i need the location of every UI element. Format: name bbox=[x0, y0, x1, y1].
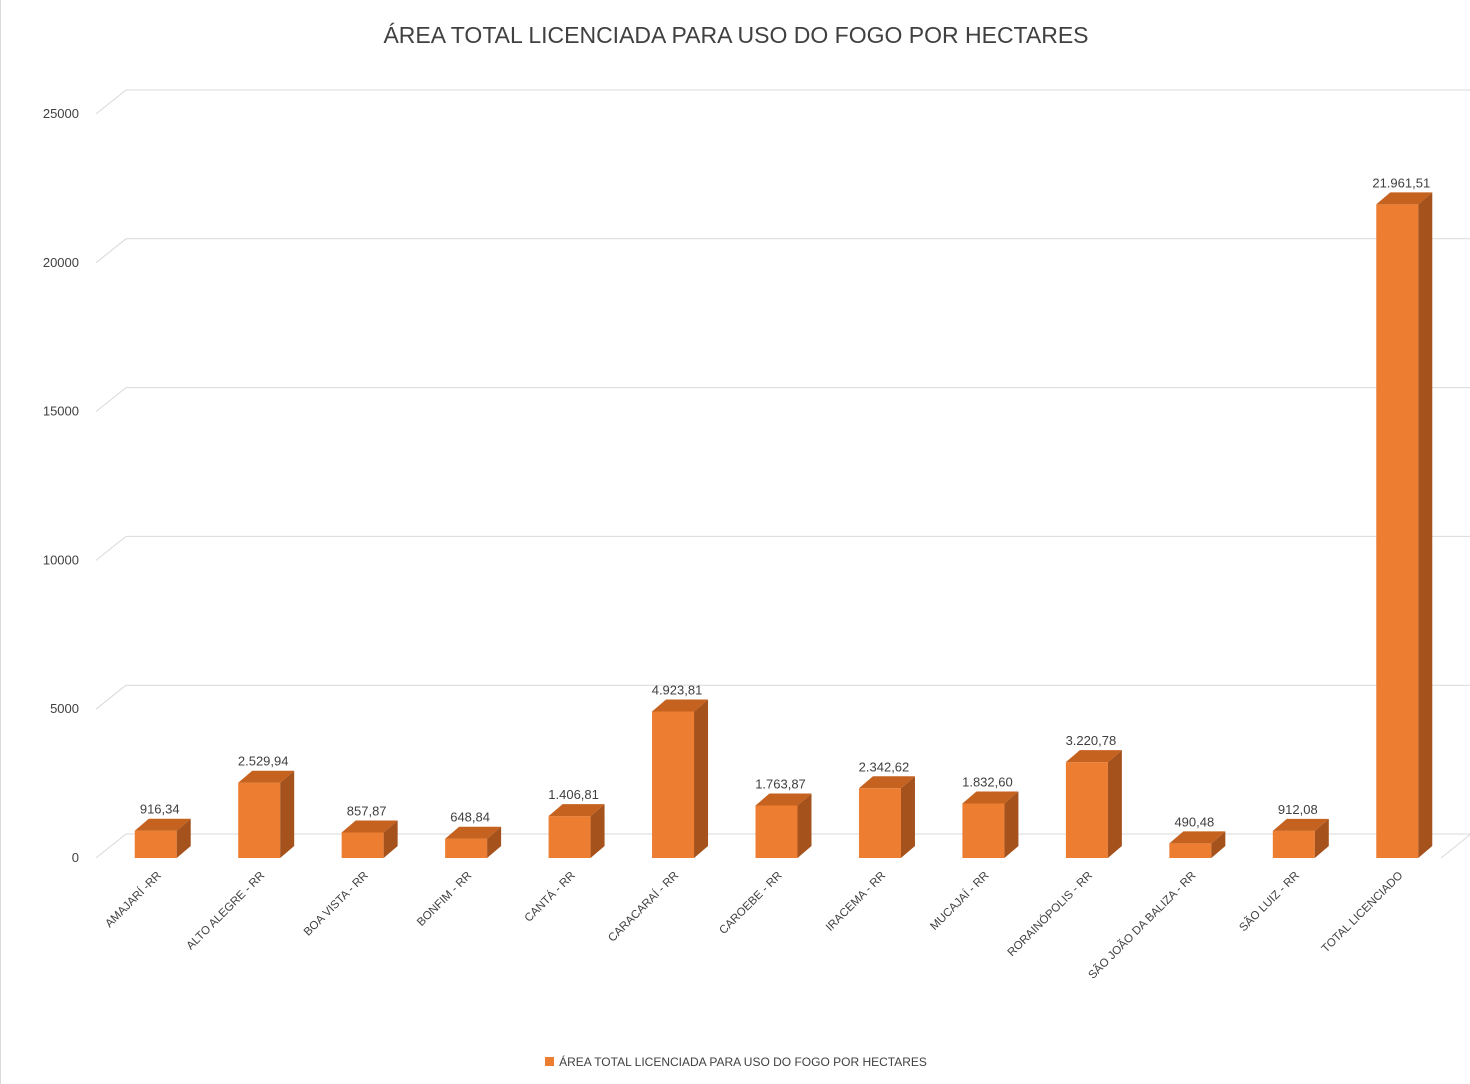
bar-top bbox=[1065, 750, 1122, 763]
bar-top bbox=[858, 776, 915, 789]
bar-side bbox=[176, 818, 191, 858]
y-tick-label: 15000 bbox=[43, 404, 79, 419]
bar-side bbox=[1418, 192, 1433, 858]
data-label: 1.763,87 bbox=[755, 777, 806, 792]
y-tick-label: 25000 bbox=[43, 106, 79, 121]
bar-side bbox=[1211, 831, 1226, 858]
bar-side bbox=[487, 826, 502, 858]
bar-top bbox=[445, 826, 502, 839]
bar-side bbox=[1314, 818, 1329, 858]
gridline-depth bbox=[95, 89, 127, 115]
x-tick-label: MUCAJAÍ - RR bbox=[928, 869, 992, 933]
bar bbox=[341, 832, 384, 858]
bar bbox=[1376, 204, 1419, 858]
chart-title: ÁREA TOTAL LICENCIADA PARA USO DO FOGO P… bbox=[383, 22, 1089, 48]
bar bbox=[652, 711, 695, 858]
gridline-depth bbox=[95, 387, 127, 412]
legend: ÁREA TOTAL LICENCIADA PARA USO DO FOGO P… bbox=[1, 1055, 1470, 1069]
data-label: 857,87 bbox=[347, 803, 387, 818]
bar-top bbox=[134, 818, 191, 831]
floor-edge bbox=[1440, 834, 1470, 859]
data-label: 916,34 bbox=[140, 802, 180, 817]
gridline-depth bbox=[95, 684, 127, 710]
data-label: 490,48 bbox=[1174, 814, 1214, 829]
bar-top bbox=[652, 699, 709, 712]
bar bbox=[1272, 830, 1315, 858]
data-label: 2.529,94 bbox=[238, 754, 289, 769]
gridline-depth bbox=[95, 833, 127, 859]
gridline-depth bbox=[95, 238, 127, 264]
bar-top bbox=[962, 791, 1019, 804]
bar-top bbox=[1169, 831, 1226, 844]
bar-side bbox=[383, 820, 398, 858]
bar-side bbox=[694, 699, 709, 858]
bar-side bbox=[280, 770, 295, 858]
x-tick-label: SÃO JOÃO DA BALIZA - RR bbox=[1086, 869, 1199, 982]
bar bbox=[962, 803, 1005, 858]
y-tick-label: 0 bbox=[72, 850, 79, 865]
bar-side bbox=[797, 793, 812, 858]
bar bbox=[548, 816, 591, 858]
x-tick-label: RORAINÓPOLIS - RR bbox=[1005, 869, 1095, 959]
bar bbox=[445, 838, 488, 858]
x-tick-label: IRACEMA - RR bbox=[824, 870, 888, 934]
gridline-depth bbox=[95, 536, 127, 561]
bar-top bbox=[238, 770, 295, 783]
x-tick-label: CARACARAÍ - RR bbox=[606, 869, 682, 945]
bar-side bbox=[900, 776, 915, 858]
data-label: 3.220,78 bbox=[1066, 733, 1117, 748]
bar bbox=[858, 788, 901, 858]
data-label: 21.961,51 bbox=[1372, 175, 1430, 190]
bar bbox=[238, 782, 281, 858]
bar-side bbox=[590, 804, 605, 858]
x-tick-label: BONFIM - RR bbox=[415, 870, 474, 929]
y-tick-label: 10000 bbox=[43, 552, 79, 567]
x-tick-label: ALTO ALEGRE - RR bbox=[185, 870, 268, 953]
legend-label: ÁREA TOTAL LICENCIADA PARA USO DO FOGO P… bbox=[559, 1055, 927, 1069]
data-label: 4.923,81 bbox=[652, 682, 703, 697]
bar-side bbox=[1107, 750, 1122, 858]
bar bbox=[134, 830, 177, 858]
data-label: 1.406,81 bbox=[548, 787, 599, 802]
bar bbox=[1065, 762, 1108, 858]
bar-top bbox=[1376, 192, 1433, 205]
x-tick-label: BOA VISTA - RR bbox=[302, 870, 371, 939]
x-tick-label: CAROEBE - RR bbox=[717, 870, 784, 937]
legend-swatch bbox=[545, 1057, 555, 1066]
bar-top bbox=[548, 804, 605, 817]
bar-top bbox=[1272, 818, 1329, 831]
bar-top bbox=[755, 793, 812, 806]
y-tick-label: 5000 bbox=[50, 701, 79, 716]
bar bbox=[755, 805, 798, 858]
bar bbox=[1169, 843, 1212, 858]
bar-top bbox=[341, 820, 398, 833]
x-tick-label: TOTAL LICENCIADO bbox=[1320, 870, 1406, 956]
bar-side bbox=[1004, 791, 1019, 858]
x-tick-label: CANTÁ - RR bbox=[522, 869, 578, 925]
x-tick-label: AMAJARÍ -RR bbox=[103, 869, 164, 930]
y-tick-label: 20000 bbox=[43, 255, 79, 270]
data-label: 648,84 bbox=[450, 810, 490, 825]
x-tick-label: SÃO LUIZ - RR bbox=[1237, 869, 1302, 934]
data-label: 1.832,60 bbox=[962, 774, 1013, 789]
data-label: 912,08 bbox=[1278, 802, 1318, 817]
data-label: 2.342,62 bbox=[859, 759, 910, 774]
